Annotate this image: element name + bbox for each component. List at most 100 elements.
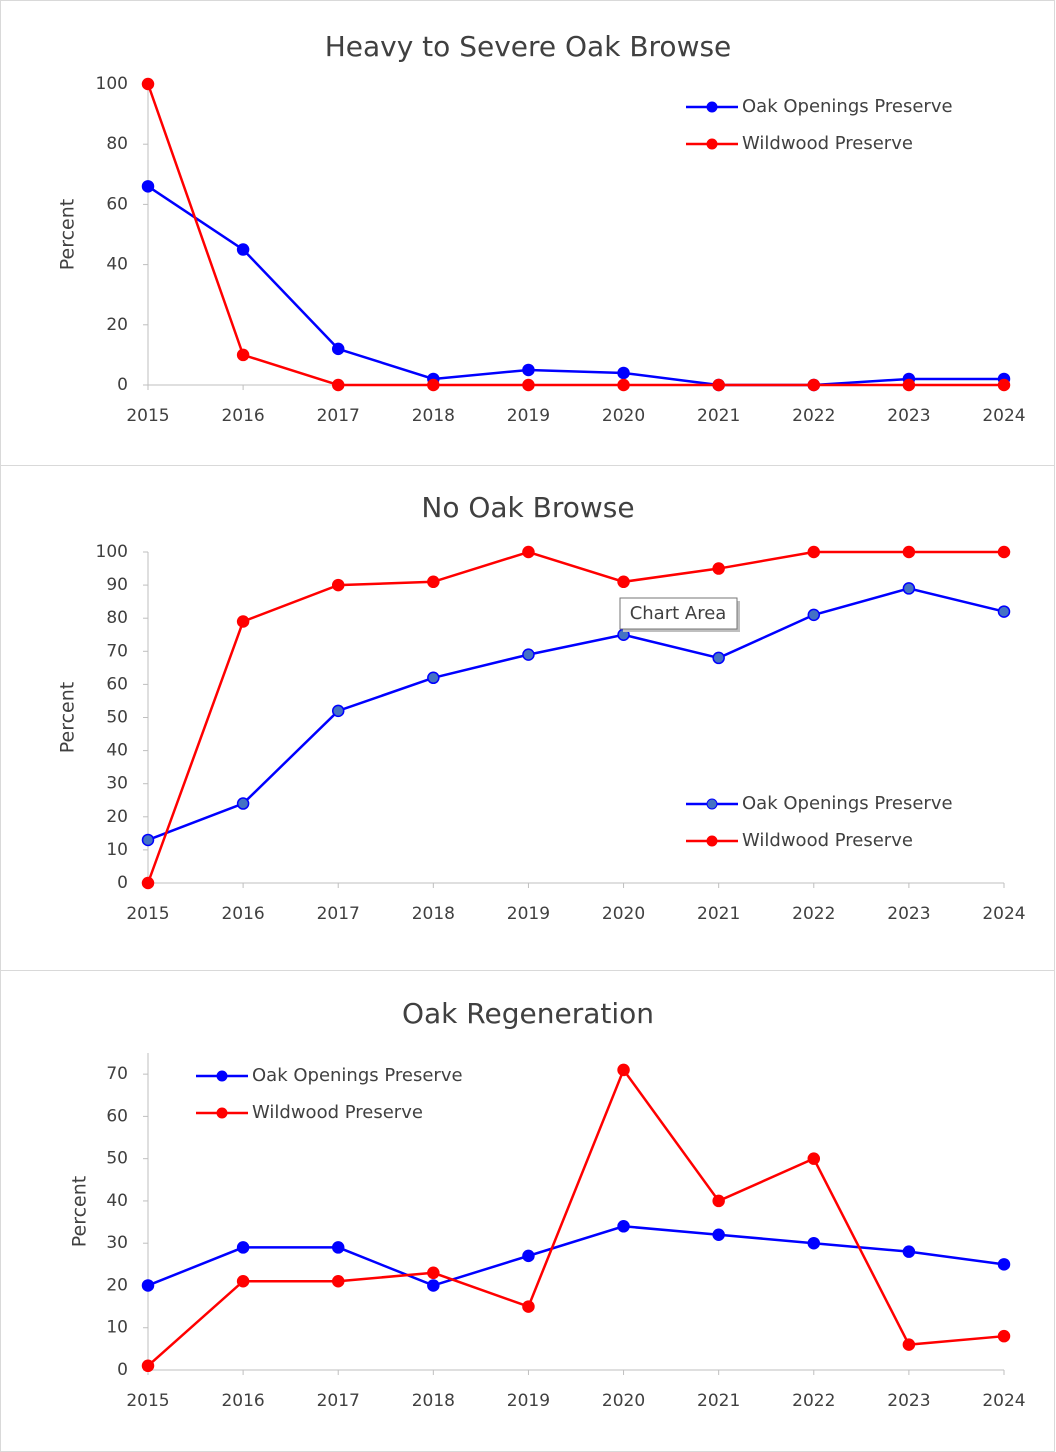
- x-tick-label: 2019: [507, 406, 550, 426]
- chart-border: [0, 465, 1055, 971]
- y-tick-label: 20: [106, 1275, 128, 1295]
- x-tick-label: 2016: [221, 904, 264, 924]
- x-tick-label: 2016: [221, 1391, 264, 1411]
- x-tick-label: 2018: [412, 1391, 455, 1411]
- data-point: [712, 378, 725, 392]
- y-tick-label: 0: [117, 375, 128, 395]
- data-point: [617, 1063, 630, 1077]
- y-tick-label: 30: [106, 1233, 128, 1253]
- series-line: [147, 1225, 1005, 1287]
- x-tick-label: 2021: [697, 1391, 740, 1411]
- chart: No Oak Browse Percent 0 10 20 30 40 50 60 70 80 90 1…: [0, 465, 1055, 971]
- x-tick-label: 2015: [126, 406, 169, 426]
- data-point: [902, 1245, 916, 1258]
- data-point: [141, 180, 155, 193]
- chart: Oak Regeneration Percent 0 10 20 30 40 50 60 70 20…: [0, 970, 1055, 1452]
- series-line: [147, 1067, 1005, 1367]
- x-tick-label: 2017: [317, 406, 360, 426]
- legend-label: Wildwood Preserve: [742, 133, 913, 154]
- data-point: [712, 651, 725, 665]
- data-point: [331, 1274, 345, 1288]
- x-tick-label: 2020: [602, 1391, 645, 1411]
- data-point: [902, 378, 916, 392]
- legend-marker: [706, 101, 718, 113]
- data-point: [236, 243, 250, 256]
- data-point: [522, 363, 535, 377]
- x-tick-label: 2024: [982, 904, 1025, 924]
- y-tick-label: 10: [106, 1318, 128, 1338]
- legend-marker: [706, 835, 718, 847]
- chart-border: [0, 970, 1055, 1452]
- x-tick-label: 2023: [887, 904, 930, 924]
- y-tick-label: 0: [117, 1360, 128, 1380]
- legend-label: Wildwood Preserve: [742, 830, 913, 851]
- y-tick-label: 20: [106, 807, 128, 827]
- tooltip-box: [619, 597, 738, 630]
- x-tick-label: 2019: [507, 904, 550, 924]
- y-tick-label: 50: [106, 708, 128, 728]
- data-point: [522, 1300, 535, 1313]
- data-point: [712, 1194, 725, 1208]
- data-point: [331, 342, 345, 356]
- data-point: [236, 615, 250, 628]
- x-tick-label: 2015: [126, 1391, 169, 1411]
- y-axis-title: Percent: [57, 682, 79, 754]
- series-line: [146, 550, 1004, 884]
- data-point: [807, 1236, 821, 1250]
- data-point: [522, 1249, 535, 1263]
- data-point: [331, 1241, 345, 1254]
- series-line: [147, 587, 1005, 842]
- x-tick-label: 2024: [982, 406, 1025, 426]
- y-tick-label: 60: [106, 1106, 128, 1126]
- data-point: [712, 562, 725, 575]
- data-point: [236, 1274, 250, 1288]
- data-point: [522, 378, 535, 392]
- x-tick-label: 2020: [602, 406, 645, 426]
- data-point: [236, 797, 250, 810]
- data-point: [331, 378, 345, 392]
- data-point: [902, 1338, 916, 1351]
- chart-border: [0, 0, 1055, 466]
- legend-marker: [706, 798, 718, 810]
- data-point: [331, 578, 345, 592]
- data-point: [141, 1359, 155, 1373]
- series-line: [146, 83, 1004, 387]
- legend-label: Oak Openings Preserve: [742, 96, 953, 117]
- series-line: [147, 185, 1004, 387]
- data-point: [331, 704, 345, 718]
- x-tick-label: 2015: [126, 904, 169, 924]
- data-point: [141, 833, 155, 847]
- x-tick-label: 2021: [697, 406, 740, 426]
- data-point: [427, 378, 440, 392]
- data-point: [997, 1329, 1011, 1343]
- data-point: [617, 575, 630, 589]
- data-point: [522, 648, 535, 661]
- y-tick-label: 100: [96, 542, 128, 562]
- data-point: [807, 608, 821, 622]
- data-point: [617, 366, 630, 380]
- chart: Heavy to Severe Oak Browse Percent 0 20 40 60…: [0, 0, 1055, 466]
- legend-marker: [216, 1107, 228, 1119]
- data-point: [997, 545, 1011, 559]
- data-point: [997, 378, 1011, 392]
- data-point: [236, 348, 250, 362]
- data-point: [427, 1279, 440, 1292]
- y-tick-label: 90: [106, 575, 128, 595]
- data-point: [807, 378, 821, 392]
- chart-title: Oak Regeneration: [402, 997, 654, 1030]
- y-tick-label: 100: [96, 74, 128, 94]
- chart-title: Heavy to Severe Oak Browse: [325, 30, 732, 63]
- tooltip-text: Chart Area: [630, 603, 727, 624]
- y-tick-label: 60: [106, 674, 128, 694]
- x-tick-label: 2017: [317, 1391, 360, 1411]
- y-tick-label: 10: [106, 840, 128, 860]
- y-axis-title: Percent: [57, 199, 79, 271]
- x-tick-label: 2019: [507, 1391, 550, 1411]
- x-tick-label: 2020: [602, 904, 645, 924]
- y-axis-title: Percent: [69, 1176, 91, 1248]
- x-tick-label: 2022: [792, 1391, 835, 1411]
- data-point: [712, 1228, 725, 1241]
- data-point: [617, 1220, 630, 1233]
- data-point: [807, 1152, 821, 1165]
